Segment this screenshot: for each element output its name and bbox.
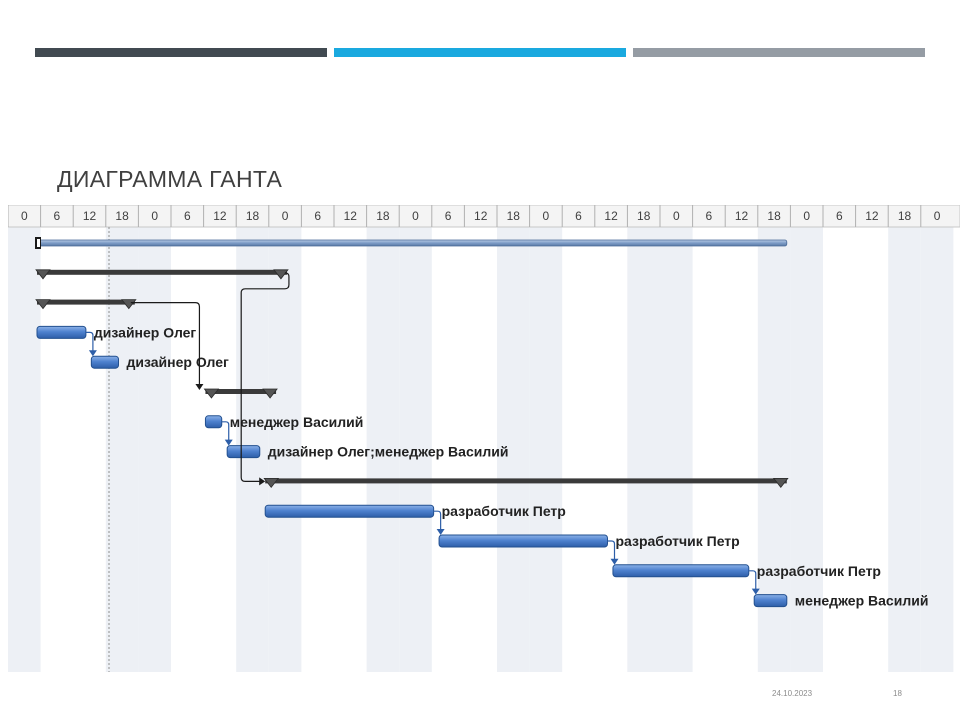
timescale-tick-label: 0 [412, 209, 419, 223]
summary-bar [37, 269, 287, 275]
task-resource-label: дизайнер Олег [94, 324, 197, 340]
summary-end-cap [273, 269, 289, 280]
nonworking-column [529, 227, 563, 672]
footer-date: 24.10.2023 [772, 689, 813, 698]
timescale-tick-label: 18 [507, 209, 521, 223]
nonworking-column [105, 227, 139, 672]
link-arrow-black [259, 477, 266, 486]
summary-start-cap [35, 299, 51, 310]
project-summary-start-inner [37, 239, 40, 247]
link-arrow-blue [610, 558, 619, 565]
dependency-link [221, 421, 230, 443]
task-bar [36, 325, 87, 339]
timescale-tick-label: 6 [706, 209, 713, 223]
footer-page-number: 18 [893, 689, 902, 698]
task-resource-label: разработчик Петр [442, 503, 566, 519]
summary-start-cap [263, 477, 280, 489]
timescale-tick-label: 18 [115, 209, 129, 223]
nonworking-column [888, 227, 921, 672]
task-resource-label: дизайнер Олег;менеджер Василий [268, 444, 509, 460]
timescale-tick-label: 0 [673, 209, 680, 223]
timescale-tick-label: 6 [314, 209, 321, 223]
timescale-tick-label: 0 [21, 209, 28, 223]
timescale-tick-label: 0 [282, 209, 289, 223]
gantt-chart: 0 6 12 18 0 6 12 18 0 6 12 18 0 6 12 18 0 6 12 18 0 6 12 18 0 6 12… [8, 205, 960, 672]
link-arrow-blue [88, 350, 97, 357]
summary-start-cap [203, 388, 220, 399]
task-resource-label: менеджер Василий [230, 414, 364, 430]
task-bar [226, 445, 261, 459]
task-resource-label: дизайнер Олег [127, 354, 230, 370]
summary-end-cap [772, 477, 789, 489]
nonworking-column [627, 227, 660, 672]
timescale-tick-label: 18 [898, 209, 912, 223]
dependency-link [85, 331, 94, 354]
slide-title: ДИАГРАММА ГАНТА [57, 166, 283, 192]
timescale-tick-label: 18 [376, 209, 390, 223]
header-bar-blue [334, 48, 626, 57]
nonworking-column [399, 227, 432, 672]
summary-bar [37, 299, 135, 305]
timescale-tick-label: 12 [604, 209, 618, 223]
timescale-tick-label: 18 [637, 209, 651, 223]
timescale-tick-label: 12 [474, 209, 488, 223]
nonworking-column [268, 227, 302, 672]
timescale-tick-label: 6 [184, 209, 191, 223]
timescale-tick-label: 6 [54, 209, 61, 223]
link-arrow-blue [751, 588, 760, 595]
timescale-tick-label: 12 [344, 209, 358, 223]
nonworking-column [497, 227, 530, 672]
task-resource-label: менеджер Василий [795, 593, 929, 609]
timescale-tick-label: 0 [934, 209, 941, 223]
timescale-tick-label: 6 [836, 209, 843, 223]
timescale-tick-label: 0 [151, 209, 158, 223]
project-summary-bar [38, 239, 788, 247]
gantt-svg: 0 6 12 18 0 6 12 18 0 6 12 18 0 6 12 18 0 6 12 18 0 6 12 18 0 6 12… [8, 205, 960, 672]
summary-end-cap [262, 388, 278, 399]
timescale-tick-label: 6 [445, 209, 452, 223]
nonworking-column [366, 227, 400, 672]
header-bar-dark [35, 48, 327, 57]
task-bar [204, 415, 223, 429]
timescale-tick-label: 18 [246, 209, 260, 223]
timescale-tick-label: 6 [575, 209, 582, 223]
dependency-link [433, 510, 442, 532]
timescale-tick-label: 18 [767, 209, 781, 223]
link-arrow-black [195, 384, 204, 390]
task-bar [264, 504, 435, 518]
nonworking-column [920, 227, 954, 672]
timescale-tick-label: 12 [83, 209, 97, 223]
nonworking-column [660, 227, 693, 672]
task-resource-label: разработчик Петр [757, 563, 881, 579]
task-bar [90, 355, 120, 369]
timescale-tick-label: 0 [543, 209, 550, 223]
dependency-link-summary [240, 272, 290, 482]
task-bar [612, 564, 750, 578]
summary-end-cap [120, 299, 137, 310]
summary-start-cap [35, 269, 51, 280]
dependency-link [748, 570, 757, 592]
dependency-link [607, 540, 616, 562]
task-resource-label: разработчик Петр [616, 533, 740, 549]
nonworking-column [138, 227, 171, 672]
summary-bar [265, 478, 787, 484]
link-arrow-blue [436, 529, 445, 535]
nonworking-column [8, 227, 41, 672]
timescale-header [8, 205, 960, 228]
header-bar-gray [633, 48, 925, 57]
dependency-link-summary [130, 302, 201, 388]
timescale-tick-label: 12 [213, 209, 227, 223]
link-arrow-blue [224, 439, 233, 446]
task-bar [753, 594, 788, 608]
timescale-tick-label: 12 [865, 209, 879, 223]
timescale-tick-label: 0 [803, 209, 810, 223]
task-bar [438, 534, 609, 548]
nonworking-column [790, 227, 823, 672]
timescale-tick-label: 12 [735, 209, 749, 223]
